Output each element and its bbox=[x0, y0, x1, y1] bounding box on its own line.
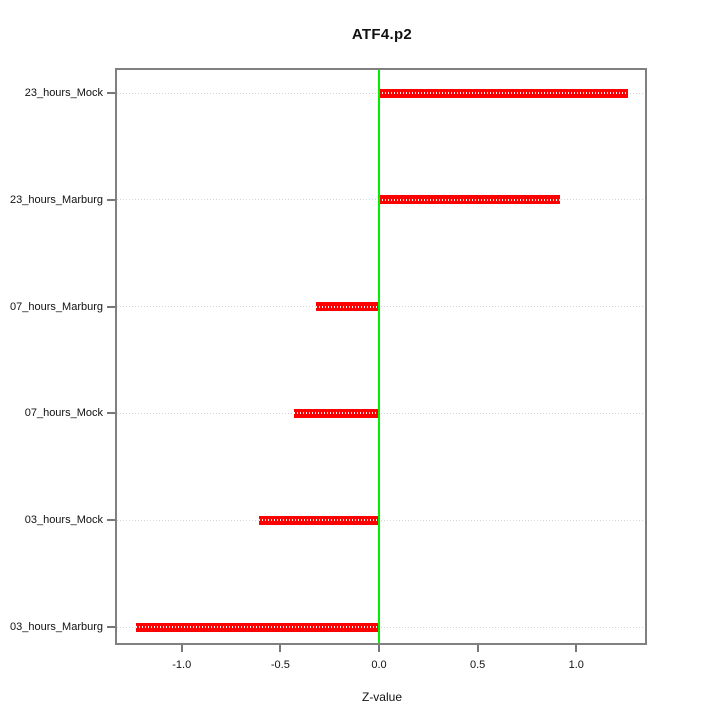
gridline bbox=[117, 519, 645, 521]
zero-reference-line bbox=[378, 70, 380, 643]
chart-title: ATF4.p2 bbox=[351, 26, 413, 43]
x-axis-tick-label: -0.5 bbox=[270, 659, 290, 671]
x-axis-tick-label: 0.5 bbox=[469, 659, 486, 671]
y-axis-tick bbox=[107, 412, 115, 415]
x-axis-tick bbox=[575, 645, 578, 652]
y-axis-label-03_hours_Mock: 03_hours_Mock bbox=[24, 514, 103, 527]
bar-dot-pattern bbox=[136, 626, 379, 628]
bar-03_hours_Marburg bbox=[136, 622, 379, 632]
gridline bbox=[117, 412, 645, 414]
y-axis-tick bbox=[107, 305, 115, 308]
bar-07_hours_Marburg bbox=[315, 302, 379, 312]
x-axis-title: Z-value bbox=[361, 690, 402, 704]
bar-07_hours_Mock bbox=[294, 408, 379, 418]
x-axis-tick-label: 1.0 bbox=[568, 659, 584, 671]
y-axis-tick bbox=[107, 519, 115, 522]
bar-dot-pattern bbox=[258, 519, 379, 522]
y-axis-tick bbox=[107, 198, 115, 201]
bar-dot-pattern bbox=[315, 305, 379, 308]
y-axis-label-03_hours_Marburg: 03_hours_Marburg bbox=[10, 621, 103, 633]
y-axis-label-07_hours_Marburg: 07_hours_Marburg bbox=[10, 300, 103, 313]
x-axis-tick bbox=[180, 645, 183, 652]
y-axis-tick bbox=[107, 92, 115, 94]
plot-area bbox=[115, 68, 647, 645]
x-axis-tick bbox=[476, 645, 479, 652]
y-axis-tick bbox=[107, 626, 115, 628]
x-axis-tick-label: -1.0 bbox=[172, 659, 192, 671]
gridline bbox=[117, 626, 645, 628]
bar-dot-pattern bbox=[294, 412, 379, 415]
x-axis-tick bbox=[279, 645, 282, 652]
x-axis-tick bbox=[378, 645, 380, 652]
x-axis-tick-label: 0.0 bbox=[371, 659, 387, 671]
y-axis-label-23_hours_Marburg: 23_hours_Marburg bbox=[10, 193, 103, 206]
y-axis-label-07_hours_Mock: 07_hours_Mock bbox=[24, 407, 103, 420]
gridline bbox=[117, 306, 645, 308]
bar-dot-pattern bbox=[379, 198, 561, 201]
bar-23_hours_Marburg bbox=[379, 195, 561, 205]
bar-03_hours_Mock bbox=[258, 515, 379, 525]
bar-dot-pattern bbox=[379, 92, 628, 94]
bar-23_hours_Mock bbox=[379, 88, 628, 98]
y-axis-label-23_hours_Mock: 23_hours_Mock bbox=[24, 87, 103, 99]
